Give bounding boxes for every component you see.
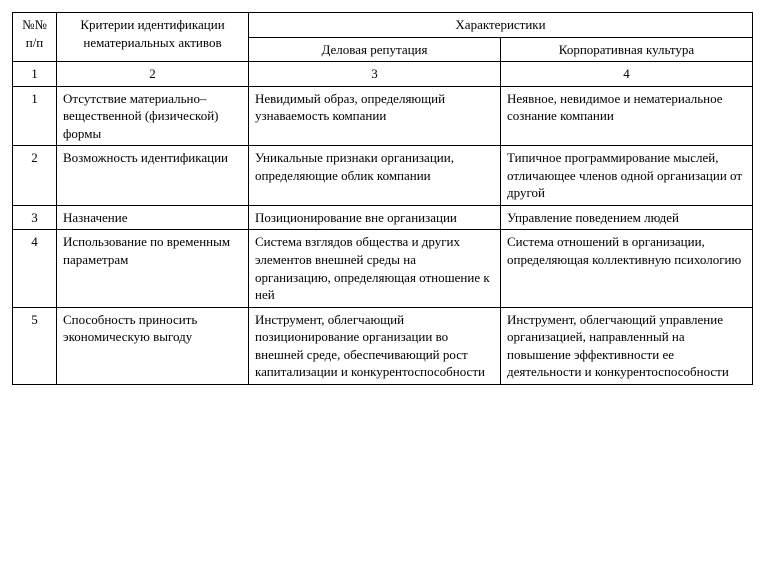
header-criteria: Критерии идентификации нематериальных ак… (57, 13, 249, 62)
cell-culture: Система отношений в организации, определ… (501, 230, 753, 307)
cell-num: 3 (13, 205, 57, 230)
header-num: №№ п/п (13, 13, 57, 62)
table-row: 2 Возможность идентификации Уникальные п… (13, 146, 753, 206)
cell-culture: Типичное программирование мыслей, отлича… (501, 146, 753, 206)
table-row: 1 Отсутствие материально–вещественной (ф… (13, 86, 753, 146)
table-row: 4 Использование по временным параметрам … (13, 230, 753, 307)
table-colnum-row: 1 2 3 4 (13, 62, 753, 87)
colnum-3: 3 (249, 62, 501, 87)
table-row: 3 Назначение Позиционирование вне органи… (13, 205, 753, 230)
header-reputation: Деловая репутация (249, 37, 501, 62)
cell-num: 1 (13, 86, 57, 146)
colnum-4: 4 (501, 62, 753, 87)
cell-criteria: Назначение (57, 205, 249, 230)
cell-criteria: Возможность идентификации (57, 146, 249, 206)
header-characteristics: Характеристики (249, 13, 753, 38)
colnum-1: 1 (13, 62, 57, 87)
cell-reputation: Невидимый образ, определяющий узнаваемос… (249, 86, 501, 146)
cell-criteria: Использование по временным параметрам (57, 230, 249, 307)
cell-num: 4 (13, 230, 57, 307)
intangible-assets-table: №№ п/п Критерии идентификации нематериал… (12, 12, 753, 385)
cell-reputation: Позиционирование вне организации (249, 205, 501, 230)
cell-reputation: Инструмент, облегчающий позиционирование… (249, 307, 501, 384)
table-row: 5 Способность приносить экономическую вы… (13, 307, 753, 384)
cell-criteria: Отсутствие материально–вещественной (физ… (57, 86, 249, 146)
cell-culture: Неявное, невидимое и нематериальное созн… (501, 86, 753, 146)
cell-culture: Управление поведением людей (501, 205, 753, 230)
cell-culture: Инструмент, облегчающий управление орган… (501, 307, 753, 384)
cell-reputation: Система взглядов общества и других элеме… (249, 230, 501, 307)
cell-num: 5 (13, 307, 57, 384)
cell-reputation: Уникальные признаки организации, определ… (249, 146, 501, 206)
header-culture: Корпоративная культура (501, 37, 753, 62)
cell-num: 2 (13, 146, 57, 206)
colnum-2: 2 (57, 62, 249, 87)
table-header-row-1: №№ п/п Критерии идентификации нематериал… (13, 13, 753, 38)
cell-criteria: Способность приносить экономическую выго… (57, 307, 249, 384)
